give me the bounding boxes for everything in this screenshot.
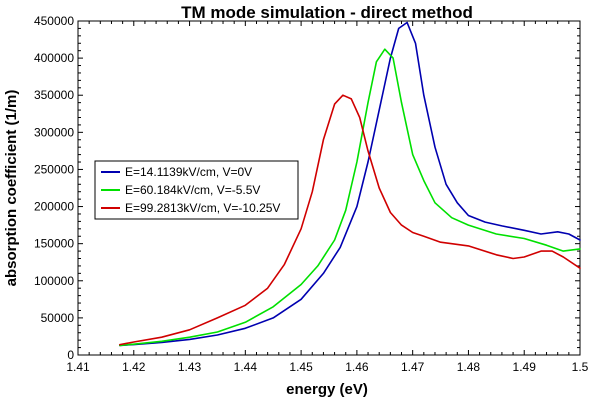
x-tick-label: 1.42 <box>122 360 146 374</box>
y-tick-label: 400000 <box>34 51 74 65</box>
y-tick-label: 200000 <box>34 200 74 214</box>
plot-frame <box>77 20 581 356</box>
y-tick-label: 100000 <box>34 274 74 288</box>
x-tick-label: 1.45 <box>289 360 313 374</box>
x-tick-label: 1.5 <box>572 360 589 374</box>
legend-box <box>94 160 299 220</box>
y-tick-label: 300000 <box>34 125 74 139</box>
x-tick-label: 1.41 <box>66 360 90 374</box>
legend-label: E=60.184kV/cm, V=-5.5V <box>125 183 260 197</box>
y-tick-label: 0 <box>67 348 74 362</box>
x-axis-label: energy (eV) <box>286 381 368 398</box>
y-tick-label: 450000 <box>34 14 74 28</box>
legend-label: E=99.2813kV/cm, V=-10.25V <box>125 201 280 215</box>
series-line-2 <box>119 48 581 347</box>
y-tick-label: 350000 <box>34 88 74 102</box>
legend: E=14.1139kV/cm, V=0V E=60.184kV/cm, V=-5.… <box>94 160 299 220</box>
y-tick-label: 250000 <box>34 162 74 176</box>
x-tick-label: 1.47 <box>401 360 425 374</box>
chart-title: TM mode simulation - direct method <box>181 3 473 22</box>
x-tick-label: 1.46 <box>345 360 369 374</box>
y-tick-label: 150000 <box>34 237 74 251</box>
legend-label: E=14.1139kV/cm, V=0V <box>125 165 252 179</box>
x-tick-label: 1.48 <box>457 360 481 374</box>
y-tick-label: 50000 <box>41 311 75 325</box>
series-line-1 <box>119 21 581 347</box>
x-tick-label: 1.44 <box>234 360 258 374</box>
plot-area: 0 50000 100000 150000 200000 250000 300000 3500… <box>34 14 589 374</box>
x-tick-label: 1.49 <box>513 360 537 374</box>
series-line-3 <box>119 94 581 346</box>
x-tick-label: 1.43 <box>178 360 202 374</box>
y-axis-label: absorption coefficient (1/m) <box>3 90 20 287</box>
